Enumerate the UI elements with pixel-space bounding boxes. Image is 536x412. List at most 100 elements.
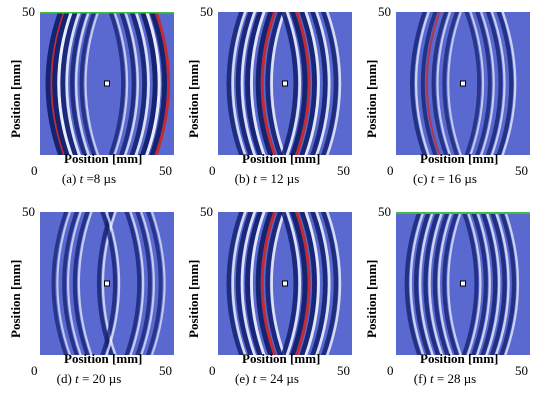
x-axis-label: Position [mm] xyxy=(242,151,321,166)
caption-variable: t xyxy=(429,371,434,386)
caption-time: = 20 µs xyxy=(78,371,122,386)
wavefront-dark xyxy=(255,212,274,355)
y-tick-max: 50 xyxy=(378,204,391,219)
wavefront-peak xyxy=(294,12,311,155)
wavefront-light xyxy=(145,12,161,155)
wavefront-light xyxy=(105,212,121,355)
wavefront-light xyxy=(447,212,463,355)
wavefront-dark xyxy=(129,12,147,155)
wavefront-dark xyxy=(235,212,254,355)
wavefront-light xyxy=(270,212,286,355)
wavefront-dark xyxy=(423,212,441,355)
tick-min: 0 xyxy=(387,363,394,378)
caption-time: = 24 µs xyxy=(256,371,299,386)
wavefront-dark xyxy=(310,12,328,155)
caption-letter: (e) xyxy=(235,371,250,386)
panel-caption: (a) t =8 µs xyxy=(0,171,178,187)
wave-field-image xyxy=(40,12,174,155)
wavefront-dark xyxy=(139,12,158,155)
wavefront-dark xyxy=(442,212,459,355)
wavefront-light xyxy=(428,212,444,355)
source-marker xyxy=(282,280,288,287)
y-axis-label: Position [mm] xyxy=(8,259,23,338)
wavefront-dark xyxy=(320,12,339,155)
tick-min: 0 xyxy=(31,363,38,378)
wavefront-dark xyxy=(226,12,244,155)
wavefront-light xyxy=(150,212,166,355)
source-marker xyxy=(460,280,466,287)
y-axis-label: Position [mm] xyxy=(186,259,201,338)
caption-letter: (b) xyxy=(234,171,250,186)
wavefront-light xyxy=(140,212,155,355)
caption-letter: (f) xyxy=(413,371,427,386)
wavefront-dark xyxy=(118,12,136,155)
wavefront-dark xyxy=(245,212,263,355)
wavefront-light xyxy=(231,212,247,355)
wave-field-svg xyxy=(40,12,174,155)
wavefront-peak xyxy=(154,12,171,155)
caption-letter: (a) xyxy=(61,171,77,186)
x-tick-max: 50 xyxy=(159,163,172,178)
wavefront-dark xyxy=(431,12,449,155)
wavefront-light xyxy=(56,212,72,355)
wavefront-dark xyxy=(410,12,427,155)
wavefront-light xyxy=(490,12,506,155)
wavefront-light xyxy=(250,212,266,355)
wavefront-dark xyxy=(235,12,254,155)
tick-min: 0 xyxy=(31,163,38,178)
wavefront-light xyxy=(466,212,482,355)
source-marker xyxy=(104,80,110,87)
wavefront-dark xyxy=(299,212,317,355)
wavefront-light xyxy=(447,12,462,155)
wavefront-dark xyxy=(485,12,503,155)
panel-c: 50 Position [mm] 0 Position [mm] 50 (c) … xyxy=(356,0,534,206)
caption-time: =8 µs xyxy=(83,171,117,186)
y-axis-label: Position [mm] xyxy=(8,59,23,138)
y-axis-label: Position [mm] xyxy=(364,59,379,138)
wavefront-dark xyxy=(310,212,328,355)
x-tick-max: 50 xyxy=(159,363,172,378)
wavefront-light xyxy=(123,12,139,155)
caption-time: = 12 µs xyxy=(256,171,300,186)
wavefront-dark xyxy=(475,12,492,155)
panel-f: 50 Position [mm] 0 Position [mm] 50 (f) … xyxy=(356,200,534,406)
wavefront-dark xyxy=(45,12,64,155)
wavefront-dark xyxy=(480,212,498,355)
wavefront-dark xyxy=(255,12,274,155)
wavefront-light xyxy=(84,12,100,155)
wavefront-dark xyxy=(265,12,283,155)
wavefront-light xyxy=(304,12,320,155)
wavefront-dark xyxy=(470,212,488,355)
wavefront-light xyxy=(325,212,342,355)
wavefront-dark xyxy=(79,12,97,155)
wavefront-dark xyxy=(108,12,125,155)
wavefront-dark xyxy=(60,12,78,155)
wave-field-svg xyxy=(396,212,530,355)
panel-caption: (f) t = 28 µs xyxy=(356,371,534,387)
wavefront-dark xyxy=(499,212,516,355)
wavefront-light xyxy=(285,212,301,355)
wavefront-dark xyxy=(289,12,308,155)
wavefront-dark xyxy=(51,212,69,355)
wavefront-dark xyxy=(461,212,479,355)
wavefront-dark xyxy=(280,212,298,355)
wavefront-light xyxy=(415,12,430,155)
x-tick-max: 50 xyxy=(337,363,350,378)
tick-min: 0 xyxy=(209,163,216,178)
wavefront-light xyxy=(436,12,452,155)
caption-variable: t xyxy=(430,171,435,186)
source-marker xyxy=(460,80,466,87)
wavefront-dark xyxy=(496,12,514,155)
wavefront-dark xyxy=(442,12,459,155)
wavefront-light xyxy=(437,212,453,355)
wavefront-light xyxy=(240,12,257,155)
wavefront-light xyxy=(325,12,342,155)
wavefront-dark xyxy=(289,212,308,355)
y-tick-max: 50 xyxy=(378,4,391,19)
y-tick-max: 50 xyxy=(200,4,213,19)
wavefront-light xyxy=(250,12,266,155)
wave-field-image xyxy=(396,212,530,355)
wavefront-light xyxy=(231,12,247,155)
wavefront-dark xyxy=(70,12,88,155)
wave-field-svg xyxy=(396,12,530,155)
